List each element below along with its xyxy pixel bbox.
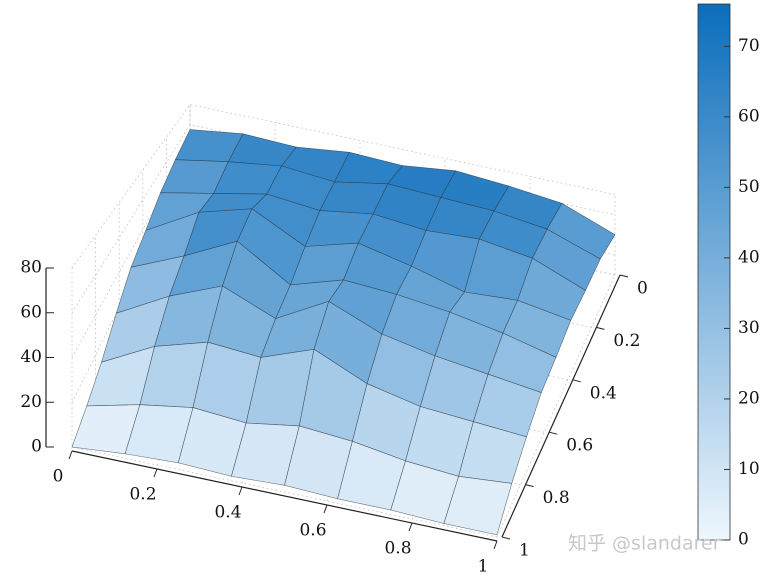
colorbar-tick-label: 30: [738, 318, 760, 338]
watermark: 知乎 @slandarer: [568, 533, 721, 555]
surface-cell: [443, 475, 513, 536]
x-tick: [408, 522, 413, 532]
colorbar-tick-label: 60: [738, 106, 760, 126]
y-tick: [619, 274, 629, 278]
x-tick-label: 0: [53, 467, 64, 487]
x-tick: [153, 468, 158, 478]
z-tick-label: 60: [20, 302, 42, 322]
y-tick: [501, 536, 511, 540]
x-tick: [493, 540, 498, 550]
colorbar-tick-label: 70: [738, 36, 760, 56]
y-tick-label: 0.2: [613, 331, 640, 351]
y-tick-label: 0.8: [543, 488, 570, 508]
x-tick-label: 0.2: [129, 485, 156, 505]
colorbar-tick-label: 40: [738, 247, 760, 267]
y-tick: [549, 431, 558, 435]
x-axis: [71, 450, 498, 542]
y-axis: [501, 274, 621, 538]
x-tick-label: 1: [478, 557, 489, 574]
y-tick: [525, 484, 534, 488]
z-tick-label: 80: [20, 258, 42, 278]
colorbar-tick-label: 0: [738, 530, 749, 550]
y-tick-label: 0.6: [566, 436, 593, 456]
y-tick-label: 0.4: [590, 383, 617, 403]
y-tick-label: 1: [519, 541, 530, 561]
x-tick-label: 0.6: [299, 521, 326, 541]
colorbar-tick-label: 10: [738, 459, 760, 479]
colorbar: [697, 3, 731, 541]
y-tick: [572, 379, 581, 383]
grid-line: [71, 268, 498, 538]
x-tick: [238, 486, 243, 496]
x-tick-label: 0.8: [384, 539, 411, 559]
colorbar-tick-label: 50: [738, 177, 760, 197]
y-tick: [596, 326, 605, 330]
x-tick: [68, 450, 73, 460]
colorbar-tick-label: 20: [738, 388, 760, 408]
x-tick-label: 0.4: [214, 503, 241, 523]
z-tick-label: 40: [20, 347, 42, 367]
z-tick-label: 0: [31, 437, 42, 457]
grid-line: [71, 104, 616, 269]
y-tick-label: 0: [637, 279, 648, 299]
z-tick-label: 20: [20, 392, 42, 412]
grid-line: [496, 194, 616, 538]
x-tick: [323, 504, 328, 514]
